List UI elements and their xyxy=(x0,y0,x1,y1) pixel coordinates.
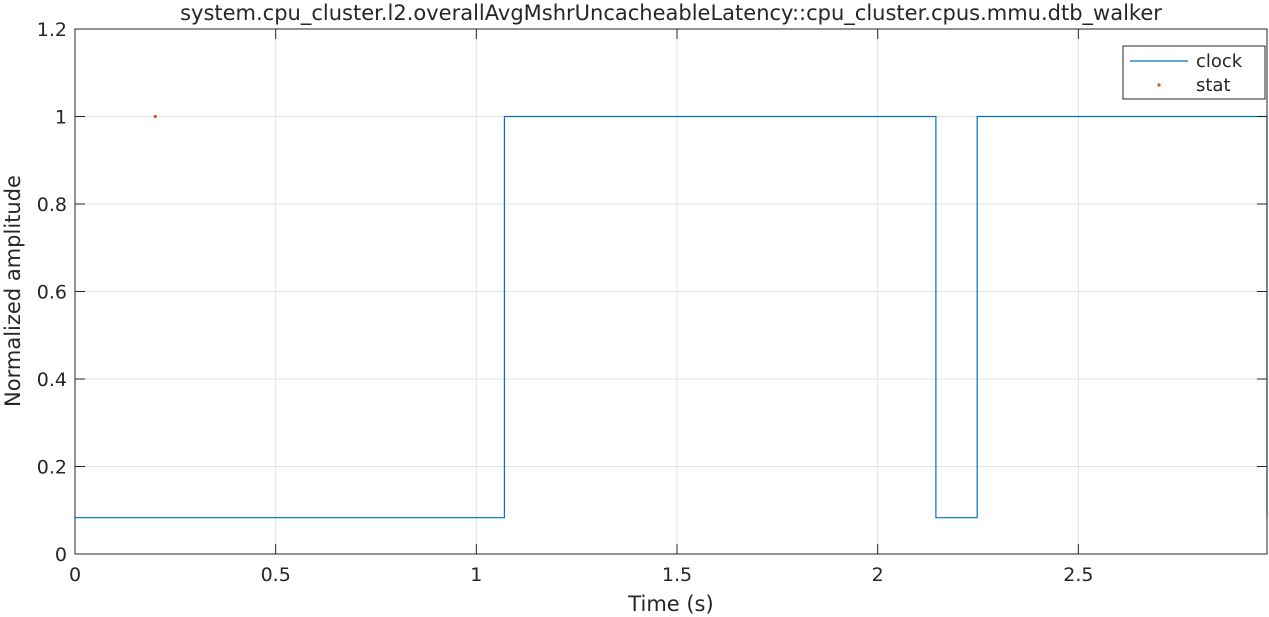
x-tick-label: 2 xyxy=(872,564,884,586)
legend-box xyxy=(1122,45,1266,100)
y-tick-label: 1 xyxy=(55,107,67,129)
series-clock-line xyxy=(75,115,1268,519)
y-tick-label: 1.2 xyxy=(37,19,67,41)
x-tick-label: 0 xyxy=(69,564,81,586)
x-tick-label: 1.5 xyxy=(662,564,692,586)
y-tick-label: 0.8 xyxy=(37,194,67,216)
x-tick-label: 1 xyxy=(470,564,482,586)
y-tick-label: 0 xyxy=(55,544,67,566)
x-tick-label: 2.5 xyxy=(1063,564,1093,586)
y-tick-label: 0.2 xyxy=(37,457,67,479)
series-stat-point xyxy=(153,114,157,119)
legend-swatch-stat xyxy=(1157,83,1161,87)
series-layer xyxy=(75,114,1268,519)
legend: clock stat xyxy=(1122,45,1266,100)
tick-marks xyxy=(74,28,1267,555)
y-tick-label: 0.4 xyxy=(37,369,67,391)
x-tick-label: 0.5 xyxy=(261,564,291,586)
y-tick-labels: 0 0.2 0.4 0.6 0.8 1 1.2 xyxy=(37,19,67,566)
legend-label-clock: clock xyxy=(1196,51,1243,72)
y-axis-label: Normalized amplitude xyxy=(1,175,25,407)
chart-title: system.cpu_cluster.l2.overallAvgMshrUnca… xyxy=(180,1,1162,26)
legend-label-stat: stat xyxy=(1196,75,1231,96)
x-axis-label: Time (s) xyxy=(627,592,713,616)
y-tick-label: 0.6 xyxy=(37,282,67,304)
x-tick-labels: 0 0.5 1 1.5 2 2.5 xyxy=(69,564,1094,586)
